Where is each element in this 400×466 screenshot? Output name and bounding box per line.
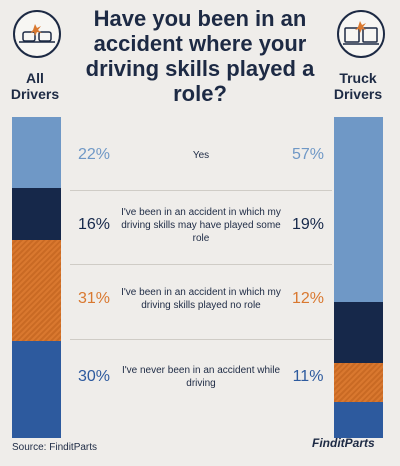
finditparts-logo: FinditParts: [312, 436, 375, 450]
all-drivers-value: 16%: [77, 216, 111, 233]
segment-never: [12, 340, 61, 438]
all-drivers-value: 22%: [77, 146, 111, 163]
row-never: 30% I've never been in an accident while…: [70, 357, 332, 397]
series-label: I've been in an accident in which my dri…: [121, 287, 281, 311]
divider: [70, 190, 332, 191]
segment-no-role: [334, 363, 383, 403]
segment-some-role: [334, 301, 383, 364]
segment-yes: [334, 117, 383, 302]
chart-title: Have you been in an accident where your …: [85, 6, 315, 106]
divider: [70, 264, 332, 265]
series-label: I've been in an accident in which my dri…: [121, 206, 281, 244]
row-no-role: 31% I've been in an accident in which my…: [70, 279, 332, 319]
car-crash-icon: [13, 10, 61, 58]
truck-drivers-value: 57%: [291, 146, 325, 163]
source-note: Source: FinditParts: [12, 442, 98, 453]
all-drivers-label: All Drivers: [10, 70, 60, 102]
truck-drivers-value: 19%: [291, 216, 325, 233]
series-label: I've never been in an accident while dri…: [121, 365, 281, 389]
segment-yes: [12, 117, 61, 189]
all-drivers-value: 31%: [77, 290, 111, 307]
truck-drivers-stacked-bar: [334, 117, 383, 438]
all-drivers-stacked-bar: [12, 117, 61, 438]
truck-drivers-value: 11%: [292, 368, 324, 385]
row-some-role: 16% I've been in an accident in which my…: [70, 205, 332, 245]
divider: [70, 339, 332, 340]
truck-drivers-label: Truck Drivers: [333, 70, 383, 102]
segment-never: [334, 402, 383, 438]
series-label: Yes: [192, 149, 210, 161]
segment-no-role: [12, 240, 61, 341]
segment-some-role: [12, 188, 61, 241]
all-drivers-value: 30%: [77, 368, 111, 385]
row-yes: 22% Yes 57%: [70, 135, 332, 175]
truck-crash-icon: [337, 10, 385, 58]
truck-drivers-value: 12%: [291, 290, 325, 307]
